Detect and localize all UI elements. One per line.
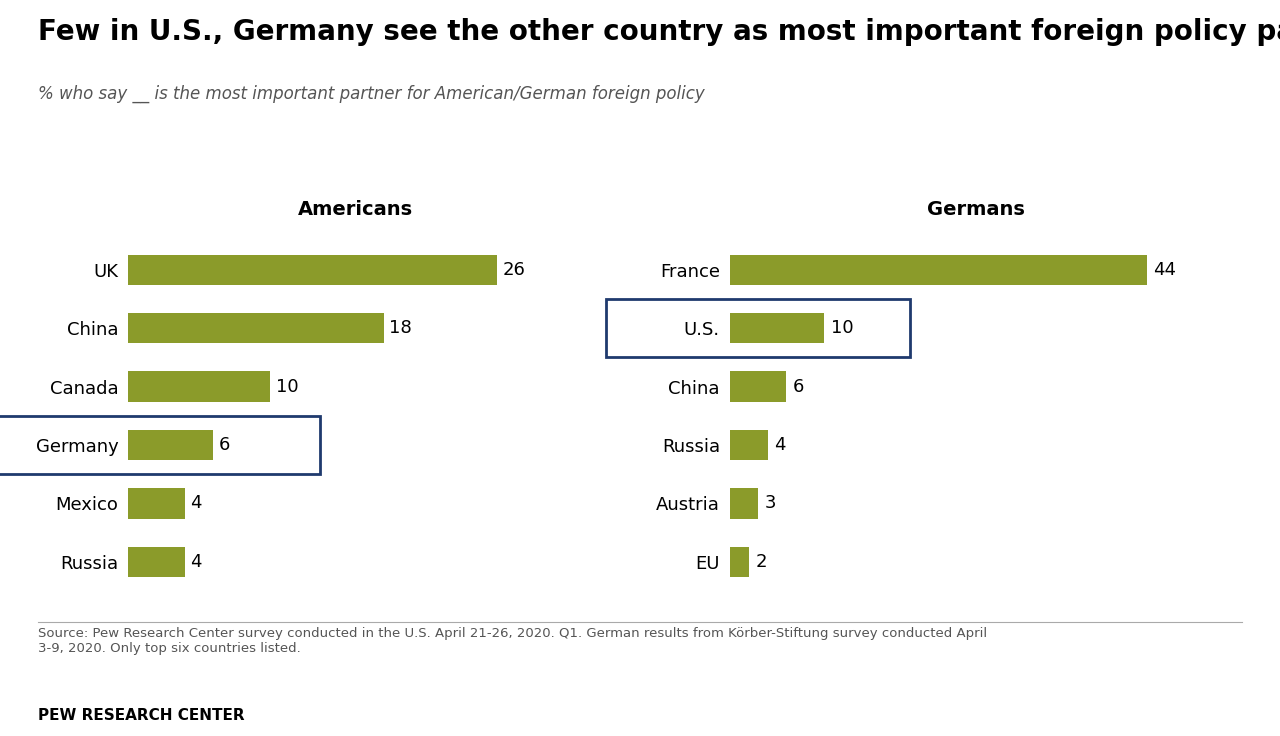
Bar <box>730 255 1147 285</box>
Text: 6: 6 <box>794 378 804 396</box>
Text: Few in U.S., Germany see the other country as most important foreign policy part: Few in U.S., Germany see the other count… <box>38 18 1280 46</box>
Text: 26: 26 <box>503 261 526 279</box>
Bar <box>128 547 184 577</box>
Bar <box>730 313 824 344</box>
Text: 10: 10 <box>275 378 298 396</box>
Bar <box>128 255 497 285</box>
Text: PEW RESEARCH CENTER: PEW RESEARCH CENTER <box>38 708 244 723</box>
Title: Germans: Germans <box>927 200 1025 219</box>
Title: Americans: Americans <box>298 200 412 219</box>
Bar <box>730 488 758 519</box>
Bar <box>128 372 270 402</box>
Bar <box>0 416 320 474</box>
Bar <box>128 313 384 344</box>
Text: 44: 44 <box>1153 261 1176 279</box>
Bar <box>730 372 786 402</box>
Text: 2: 2 <box>755 553 767 571</box>
Text: % who say __ is the most important partner for American/German foreign policy: % who say __ is the most important partn… <box>38 85 705 103</box>
Bar <box>128 488 184 519</box>
Bar <box>730 430 768 460</box>
Text: Source: Pew Research Center survey conducted in the U.S. April 21-26, 2020. Q1. : Source: Pew Research Center survey condu… <box>38 627 988 655</box>
Text: 18: 18 <box>389 319 412 337</box>
Text: 4: 4 <box>191 553 202 571</box>
Text: 3: 3 <box>764 495 776 512</box>
Text: 6: 6 <box>219 436 230 454</box>
Text: 4: 4 <box>191 495 202 512</box>
Bar <box>607 299 910 358</box>
Text: 4: 4 <box>774 436 786 454</box>
Bar <box>730 547 749 577</box>
Text: 10: 10 <box>831 319 854 337</box>
Bar <box>128 430 214 460</box>
